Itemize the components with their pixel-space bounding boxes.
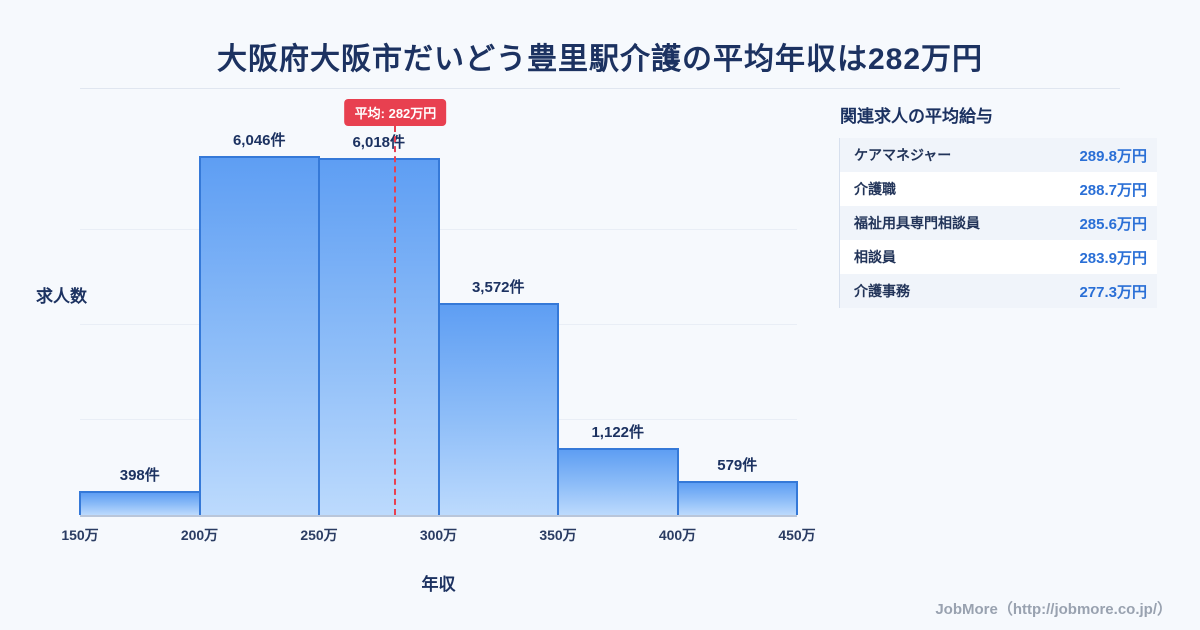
related-job-row: 相談員 283.9万円 [840, 240, 1157, 274]
related-job-row: 介護事務 277.3万円 [840, 274, 1157, 308]
related-job-row: 福祉用具専門相談員 285.6万円 [840, 206, 1157, 240]
bar-value-label: 6,046件 [232, 132, 286, 149]
bar-value-label: 3,572件 [471, 279, 525, 296]
x-tick-label: 200万 [180, 527, 219, 543]
x-tick-label: 350万 [539, 527, 577, 543]
related-job-row: 介護職 288.7万円 [840, 172, 1157, 206]
job-salary-value: 289.8万円 [1079, 147, 1147, 165]
histogram-bar [198, 156, 320, 515]
histogram-plot-area: 平均: 282万円 398件 6,046件 6,018件 3,572件 1,122件 57… [61, 99, 816, 543]
job-title-label: 介護職 [854, 181, 896, 197]
average-badge: 平均: 282万円 [344, 99, 447, 126]
job-title-label: 介護事務 [854, 283, 910, 299]
average-line [394, 126, 397, 515]
title-divider [80, 88, 1120, 89]
bar-value-label: 6,018件 [352, 134, 406, 151]
job-salary-value: 288.7万円 [1079, 181, 1147, 199]
credit-text: JobMore（http://jobmore.co.jp/） [935, 601, 1172, 618]
bar-value-label: 1,122件 [591, 424, 645, 441]
job-title-label: 相談員 [854, 249, 896, 265]
related-job-row: ケアマネジャー 289.8万円 [840, 138, 1157, 172]
histogram-bar [79, 491, 201, 515]
x-tick-label: 400万 [658, 527, 697, 543]
y-axis-label: 求人数 [36, 287, 87, 306]
bar-value-label: 579件 [717, 457, 758, 474]
job-salary-value: 277.3万円 [1079, 283, 1147, 301]
job-salary-value: 283.9万円 [1079, 249, 1147, 267]
x-tick-label: 250万 [300, 527, 338, 543]
x-tick-label: 150万 [61, 527, 99, 543]
x-tick-label: 450万 [778, 527, 816, 543]
bar-value-label: 398件 [119, 467, 160, 484]
page-title: 大阪府大阪市だいどう豊里駅介護の平均年収は282万円 [216, 43, 984, 76]
x-axis-label: 年収 [421, 575, 456, 594]
x-tick-label: 300万 [419, 527, 458, 543]
job-title-label: 福祉用具専門相談員 [854, 215, 980, 231]
histogram-bar [318, 158, 440, 515]
histogram-bar [557, 448, 679, 515]
histogram-bar [437, 303, 559, 515]
job-title-label: ケアマネジャー [854, 147, 952, 163]
related-jobs-list: ケアマネジャー 289.8万円介護職 288.7万円福祉用具専門相談員 285.6万円… [839, 138, 1157, 308]
related-jobs-title: 関連求人の平均給与 [840, 107, 993, 126]
histogram-bar [676, 481, 798, 515]
job-salary-value: 285.6万円 [1079, 215, 1147, 233]
